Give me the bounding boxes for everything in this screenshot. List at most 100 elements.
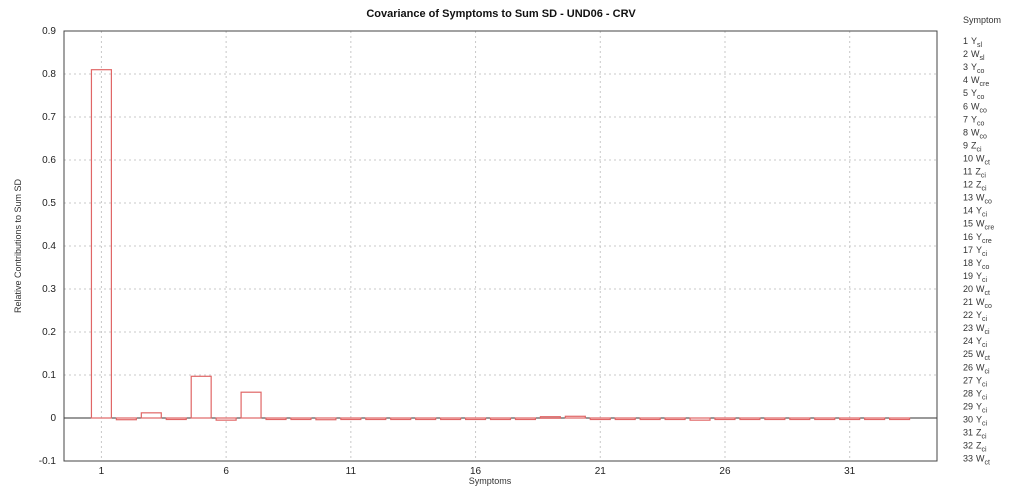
legend-item: 24 Yci	[963, 336, 988, 349]
legend-item-subscript: ct	[985, 159, 991, 166]
legend-title: Symptom	[963, 15, 1001, 25]
legend-item-symbol: Z	[976, 180, 982, 190]
legend-item-subscript: ct	[985, 460, 991, 467]
legend-item-subscript: co	[985, 303, 993, 310]
legend-item-subscript: co	[982, 264, 990, 271]
bar-symptom-28	[764, 417, 786, 421]
legend-item: 21 Wco	[963, 297, 992, 310]
y-tick-label: 0.9	[42, 26, 56, 37]
legend-item: 3 Yco	[963, 62, 985, 75]
x-tick-label: 1	[99, 466, 105, 477]
legend-item-subscript: ci	[982, 434, 988, 441]
legend-item-number: 26	[963, 362, 973, 372]
legend-item-subscript: co	[977, 68, 985, 75]
y-tick-label: 0.4	[42, 241, 56, 252]
legend-item: 33 Wct	[963, 454, 990, 467]
legend-item-symbol: W	[976, 362, 985, 372]
legend-item-subscript: co	[980, 107, 988, 114]
bar-symptom-32	[864, 417, 886, 421]
legend-item: 26 Wci	[963, 362, 990, 375]
bar-symptom-26	[714, 417, 736, 421]
plot-area-frame	[63, 30, 938, 462]
x-tick-labels: 1 6 11 16 21 26 31	[99, 466, 856, 477]
legend-item: 32 Zci	[963, 441, 987, 454]
legend-item-number: 27	[963, 375, 973, 385]
legend-item-subscript: sl	[980, 55, 986, 62]
bar-symptom-7	[240, 391, 262, 419]
x-tick-label: 6	[223, 466, 229, 477]
legend-item-number: 23	[963, 323, 973, 333]
legend-item-subscript: cre	[985, 225, 995, 232]
legend-item: 8 Wco	[963, 127, 987, 140]
legend-item-subscript: ci	[982, 447, 988, 454]
legend-item-number: 13	[963, 193, 973, 203]
bar-symptom-11	[340, 417, 362, 421]
bar-symptom-20	[564, 415, 586, 419]
legend-item-number: 14	[963, 206, 973, 216]
legend-item: 9 Zci	[963, 140, 982, 153]
bar-symptom-13	[390, 417, 412, 421]
bar-symptom-14	[415, 417, 437, 421]
legend-item: 1 Ysl	[963, 36, 983, 49]
legend-item-symbol: Y	[976, 232, 982, 242]
legend-item-symbol: Y	[976, 271, 982, 281]
legend-item-number: 19	[963, 271, 973, 281]
legend-item-symbol: Y	[976, 414, 982, 424]
legend-item: 18 Yco	[963, 258, 990, 271]
bar-symptom-1	[90, 69, 112, 419]
legend-item-symbol: W	[976, 454, 985, 464]
x-tick-label: 11	[346, 466, 357, 477]
legend-item-number: 20	[963, 284, 973, 294]
legend-item-subscript: ci	[977, 146, 983, 153]
bar-symptom-21	[589, 417, 611, 421]
legend-item-number: 7	[963, 114, 968, 124]
legend-item-symbol: W	[971, 75, 980, 85]
legend-item: 5 Yco	[963, 88, 985, 101]
legend-item-number: 8	[963, 127, 968, 137]
x-tick-label: 16	[470, 466, 482, 477]
legend-item: 13 Wco	[963, 193, 992, 206]
legend-item-symbol: W	[976, 284, 985, 294]
legend-item-subscript: ci	[982, 342, 988, 349]
legend-item-symbol: W	[971, 101, 980, 111]
y-tick-label: 0.3	[42, 284, 56, 295]
legend-item-symbol: Y	[971, 36, 977, 46]
legend-item-symbol: Y	[976, 401, 982, 411]
y-tick-label: 0	[50, 413, 56, 424]
x-axis-label: Symptoms	[469, 476, 512, 486]
legend-item-symbol: W	[971, 127, 980, 137]
legend-item-symbol: Z	[976, 441, 982, 451]
y-tick-label: 0.5	[42, 198, 56, 209]
legend-item-number: 32	[963, 441, 973, 451]
legend-item-subscript: ci	[981, 173, 987, 180]
legend-item: 25 Wct	[963, 349, 990, 362]
bar-symptom-17	[489, 417, 512, 421]
legend-item: 4 Wcre	[963, 75, 989, 88]
legend-item-number: 9	[963, 140, 968, 150]
bar-symptom-2	[115, 417, 137, 421]
legend-item-number: 29	[963, 401, 973, 411]
legend-item-number: 6	[963, 101, 968, 111]
bar-symptom-5	[190, 375, 212, 419]
bar-symptom-33	[889, 417, 911, 421]
legend-item-subscript: ci	[982, 251, 988, 258]
legend-item-number: 1	[963, 36, 968, 46]
legend-item: 12 Zci	[963, 180, 987, 193]
bar-symptom-31	[839, 417, 861, 421]
bar-symptom-24	[664, 417, 686, 421]
legend-item-subscript: ci	[982, 186, 988, 193]
bar-symptom-3	[140, 412, 162, 419]
legend-item-subscript: ci	[985, 368, 991, 375]
legend-item-subscript: co	[977, 120, 985, 127]
legend-item-subscript: cre	[982, 238, 992, 245]
legend-item-number: 10	[963, 153, 973, 163]
bar-symptom-6	[215, 417, 237, 421]
legend-item-subscript: ct	[985, 290, 991, 297]
legend-item-symbol: W	[976, 153, 985, 163]
legend-item: 23 Wci	[963, 323, 990, 336]
chart-title: Covariance of Symptoms to Sum SD - UND06…	[366, 8, 636, 20]
legend-item-number: 33	[963, 454, 973, 464]
legend-item: 6 Wco	[963, 101, 987, 114]
legend-item-symbol: W	[976, 349, 985, 359]
legend-item-subscript: cre	[980, 81, 990, 88]
